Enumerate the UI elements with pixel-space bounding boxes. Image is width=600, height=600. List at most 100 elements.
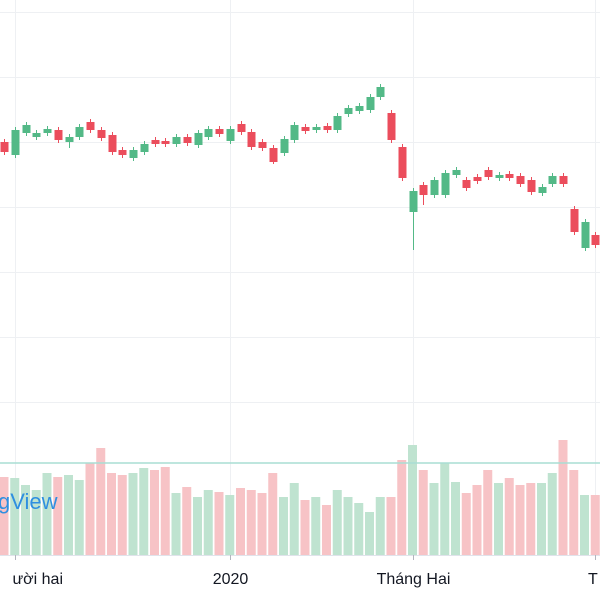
volume-bar xyxy=(408,445,417,555)
volume-bar xyxy=(483,470,493,555)
x-tick-label: ười hai xyxy=(12,571,63,588)
volume-bar xyxy=(386,497,396,555)
candle-body xyxy=(387,113,396,140)
candles xyxy=(0,84,600,251)
candle-body xyxy=(419,185,428,195)
candle-body xyxy=(355,106,364,111)
volume-bar xyxy=(289,483,299,555)
volume-bar xyxy=(300,500,310,555)
volume-bar xyxy=(332,490,342,555)
candle-body xyxy=(140,144,149,152)
candle-body xyxy=(312,127,321,130)
candle-body xyxy=(441,173,450,195)
volume-bar xyxy=(42,473,52,555)
candle-body xyxy=(527,180,536,192)
volume-bar xyxy=(354,503,364,555)
volume-bar xyxy=(64,475,73,555)
candle-body xyxy=(430,180,439,195)
volume-bar xyxy=(590,495,600,555)
volume-bar xyxy=(279,497,288,555)
volume-bar xyxy=(558,440,568,555)
volume-bar xyxy=(53,477,63,555)
candle-body xyxy=(323,126,332,130)
volume-bar xyxy=(526,483,536,555)
candle-body xyxy=(581,222,590,248)
candle-body xyxy=(215,129,224,134)
x-tick-label: T xyxy=(588,571,598,588)
volume-bar xyxy=(160,467,170,555)
candle-body xyxy=(495,175,504,178)
volume-bar xyxy=(139,468,149,555)
candle-body xyxy=(591,235,600,245)
candle-body xyxy=(290,125,299,140)
volume-bar xyxy=(96,448,106,555)
x-tick-label: Tháng Hai xyxy=(377,571,451,588)
volume-bar xyxy=(504,478,514,555)
candle-body xyxy=(86,122,95,130)
volume-bar xyxy=(182,487,192,555)
volume-bar xyxy=(311,497,321,555)
candle-body xyxy=(32,133,41,137)
candle-body xyxy=(462,180,471,188)
candle-body xyxy=(473,177,482,181)
x-tick-label: 2020 xyxy=(213,571,249,588)
volume-bar xyxy=(580,495,589,555)
candle-body xyxy=(366,97,375,110)
candle-body xyxy=(226,129,235,141)
volume-bar xyxy=(257,493,267,555)
volume-bar xyxy=(10,478,20,555)
volume-bar xyxy=(0,477,9,555)
candle-body xyxy=(11,130,20,155)
volume-bar xyxy=(343,497,353,555)
volume-bar xyxy=(21,485,30,555)
candle-body xyxy=(505,174,514,178)
candle-body xyxy=(97,130,106,138)
volume-bar xyxy=(203,490,213,555)
candle-body xyxy=(376,87,385,97)
candle-body xyxy=(204,129,213,137)
volume-bar xyxy=(375,497,385,555)
candle-body xyxy=(269,148,278,162)
time-axis: ười hai 2020 Tháng Hai T xyxy=(12,555,598,588)
candle-body xyxy=(43,129,52,133)
volume-bar xyxy=(225,495,235,555)
candle-body xyxy=(570,209,579,232)
candle-body xyxy=(183,137,192,143)
volume-bar xyxy=(451,482,460,555)
volume-bar xyxy=(31,490,41,555)
volume-bar xyxy=(268,473,278,555)
candle-body xyxy=(75,127,84,137)
candle-body xyxy=(108,135,117,152)
candle-body xyxy=(398,147,407,178)
volume-bar xyxy=(569,470,579,555)
volume-bar xyxy=(117,475,127,555)
volume-bar xyxy=(128,473,138,555)
volume-bar xyxy=(440,463,450,555)
candle-body xyxy=(54,130,63,140)
volume-bar xyxy=(537,483,546,555)
candle-body xyxy=(538,187,547,193)
candle-body xyxy=(559,176,568,184)
candle-body xyxy=(247,132,256,147)
volume-bar xyxy=(397,460,407,555)
candle-body xyxy=(65,137,74,142)
candle-body xyxy=(548,176,557,184)
candle-body xyxy=(452,170,461,175)
candle-body xyxy=(409,191,418,212)
volume-bar xyxy=(214,492,224,555)
volume-bar xyxy=(365,512,374,555)
volume-pane xyxy=(0,440,600,555)
watermark: gView xyxy=(0,489,58,514)
candle-body xyxy=(301,127,310,131)
candle-body xyxy=(129,150,138,158)
candle-body xyxy=(194,133,203,145)
candle-body xyxy=(258,142,267,148)
volume-bar xyxy=(107,473,116,555)
candle-body xyxy=(333,116,342,130)
volume-bar xyxy=(418,470,428,555)
volume-bar xyxy=(236,488,245,555)
volume-bar xyxy=(150,470,159,555)
volume-bar xyxy=(246,490,256,555)
volume-bar xyxy=(494,483,503,555)
